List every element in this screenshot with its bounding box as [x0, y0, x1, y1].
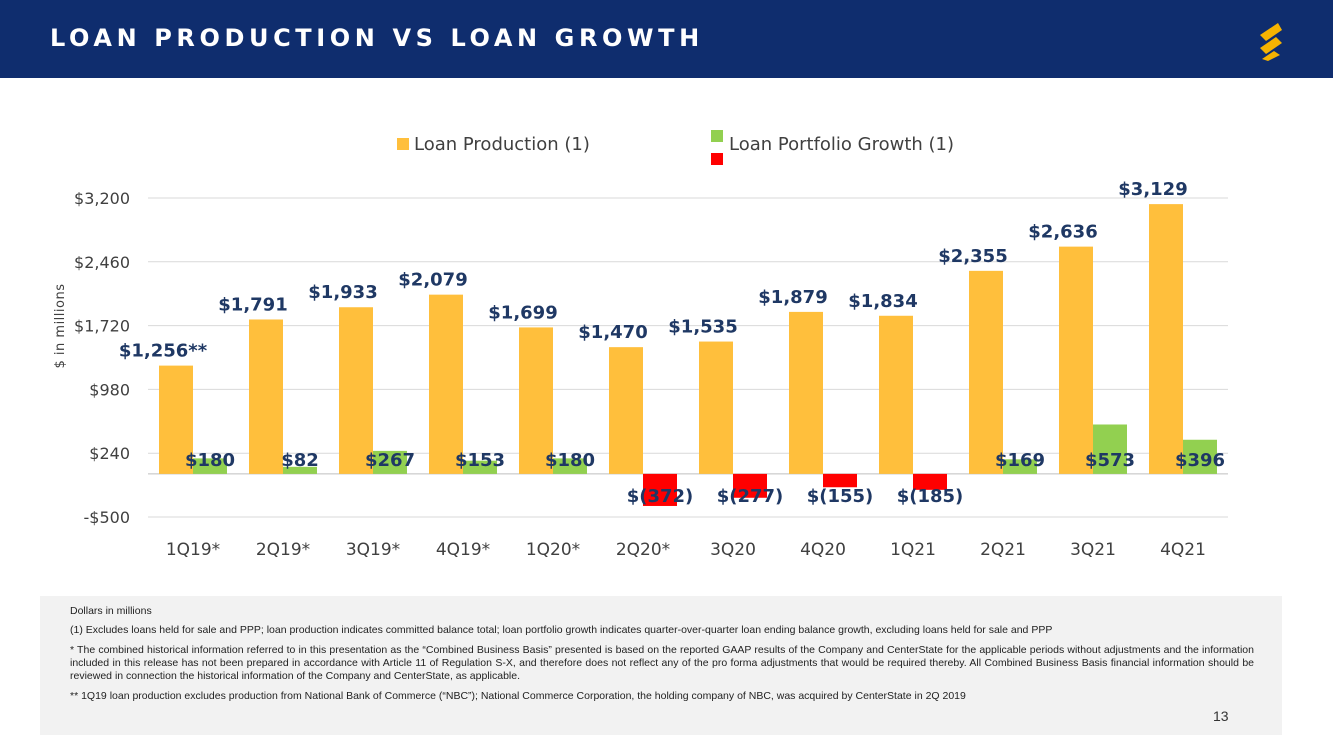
y-tick-label: $3,200 — [74, 189, 130, 208]
x-tick-label: 4Q19* — [436, 540, 490, 560]
footnote-double-star: ** 1Q19 loan production excludes product… — [70, 690, 966, 702]
data-label-growth: $267 — [365, 450, 415, 471]
legend-label-production: Loan Production (1) — [414, 134, 590, 155]
data-label-production: $2,636 — [1028, 222, 1097, 243]
footnote-star: * The combined historical information re… — [70, 644, 1254, 682]
bar-loan-growth — [283, 466, 317, 474]
bar-loan-growth — [643, 473, 677, 506]
bar-loan-production — [789, 311, 823, 474]
loan-chart: -$500 $240 $980 $1,720 $2,460 $3,200 $ in mill… — [53, 130, 1228, 560]
bar-loan-growth — [463, 460, 497, 474]
bar-loan-growth — [1183, 439, 1217, 474]
company-s-logo-icon — [1260, 23, 1282, 61]
data-label-production: $1,879 — [758, 287, 827, 308]
header-banner: LOAN PRODUCTION VS LOAN GROWTH — [0, 0, 1333, 78]
footnotes-box: Dollars in millions (1) Excludes loans h… — [40, 596, 1282, 735]
x-tick-label: 2Q21 — [980, 540, 1026, 560]
y-tick-label: $980 — [89, 380, 130, 399]
y-tick-label: $1,720 — [74, 317, 130, 336]
x-tick-label: 1Q20* — [526, 540, 580, 560]
bar-loan-production — [519, 327, 553, 474]
x-tick-label: 3Q21 — [1070, 540, 1116, 560]
data-label-growth: $573 — [1085, 450, 1135, 471]
page-number: 13 — [1213, 708, 1229, 724]
legend-swatch-growth-negative — [711, 153, 723, 165]
bar-loan-growth — [553, 458, 587, 474]
bar-loan-growth — [913, 473, 947, 490]
bar-loan-growth — [733, 473, 767, 498]
bar-loan-growth — [1093, 424, 1127, 474]
bar-loan-production — [1059, 246, 1093, 474]
page-title: LOAN PRODUCTION VS LOAN GROWTH — [50, 24, 704, 52]
data-label-production: $3,129 — [1118, 179, 1187, 200]
data-label-production: $1,256** — [119, 341, 208, 362]
data-label-production: $1,933 — [308, 282, 377, 303]
legend-label-growth: Loan Portfolio Growth (1) — [729, 134, 954, 155]
x-tick-label: 3Q20 — [710, 540, 756, 560]
data-label-production: $1,791 — [218, 294, 287, 315]
data-label-production: $1,834 — [848, 291, 917, 312]
data-label-growth: $82 — [281, 450, 319, 471]
bar-loan-production — [339, 307, 373, 474]
y-tick-label: $2,460 — [74, 253, 130, 272]
y-axis-title: $ in millions — [53, 284, 68, 369]
x-tick-label: 4Q21 — [1160, 540, 1206, 560]
data-label-growth: $396 — [1175, 450, 1225, 471]
bar-loan-production — [1149, 204, 1183, 474]
data-label-production: $2,355 — [938, 246, 1007, 267]
data-label-growth: $169 — [995, 450, 1045, 471]
bar-loan-production — [879, 315, 913, 474]
footnote-units: Dollars in millions — [70, 605, 152, 617]
bar-loan-growth — [193, 458, 227, 474]
data-label-growth: $(372) — [627, 486, 694, 507]
x-tick-label: 1Q21 — [890, 540, 936, 560]
data-label-growth: $(277) — [717, 486, 784, 507]
x-tick-label: 2Q20* — [616, 540, 670, 560]
data-label-growth: $153 — [455, 450, 505, 471]
bar-loan-production — [609, 347, 643, 474]
data-label-growth: $180 — [545, 450, 595, 471]
data-label-production: $1,535 — [668, 317, 737, 338]
x-tick-label: 3Q19* — [346, 540, 400, 560]
bar-loan-growth — [823, 473, 857, 488]
bar-loan-production — [159, 365, 193, 474]
x-tick-label: 4Q20 — [800, 540, 846, 560]
data-label-growth: $(185) — [897, 486, 964, 507]
data-label-production: $1,699 — [488, 302, 557, 323]
data-label-growth: $(155) — [807, 486, 874, 507]
bar-loan-production — [699, 341, 733, 474]
y-tick-label: $240 — [89, 444, 130, 463]
legend-swatch-growth — [711, 130, 723, 142]
bar-loan-production — [969, 270, 1003, 474]
x-tick-label: 1Q19* — [166, 540, 220, 560]
bar-loan-production — [429, 294, 463, 474]
legend-swatch-production — [397, 138, 409, 150]
y-tick-label: -$500 — [84, 508, 131, 527]
bar-loan-growth — [373, 450, 407, 474]
bar-loan-growth — [1003, 459, 1037, 474]
x-tick-label: 2Q19* — [256, 540, 310, 560]
bar-loan-production — [249, 319, 283, 474]
data-label-production: $1,470 — [578, 322, 647, 343]
data-label-production: $2,079 — [398, 270, 467, 291]
footnote-1: (1) Excludes loans held for sale and PPP… — [70, 624, 1053, 636]
data-label-growth: $180 — [185, 450, 235, 471]
